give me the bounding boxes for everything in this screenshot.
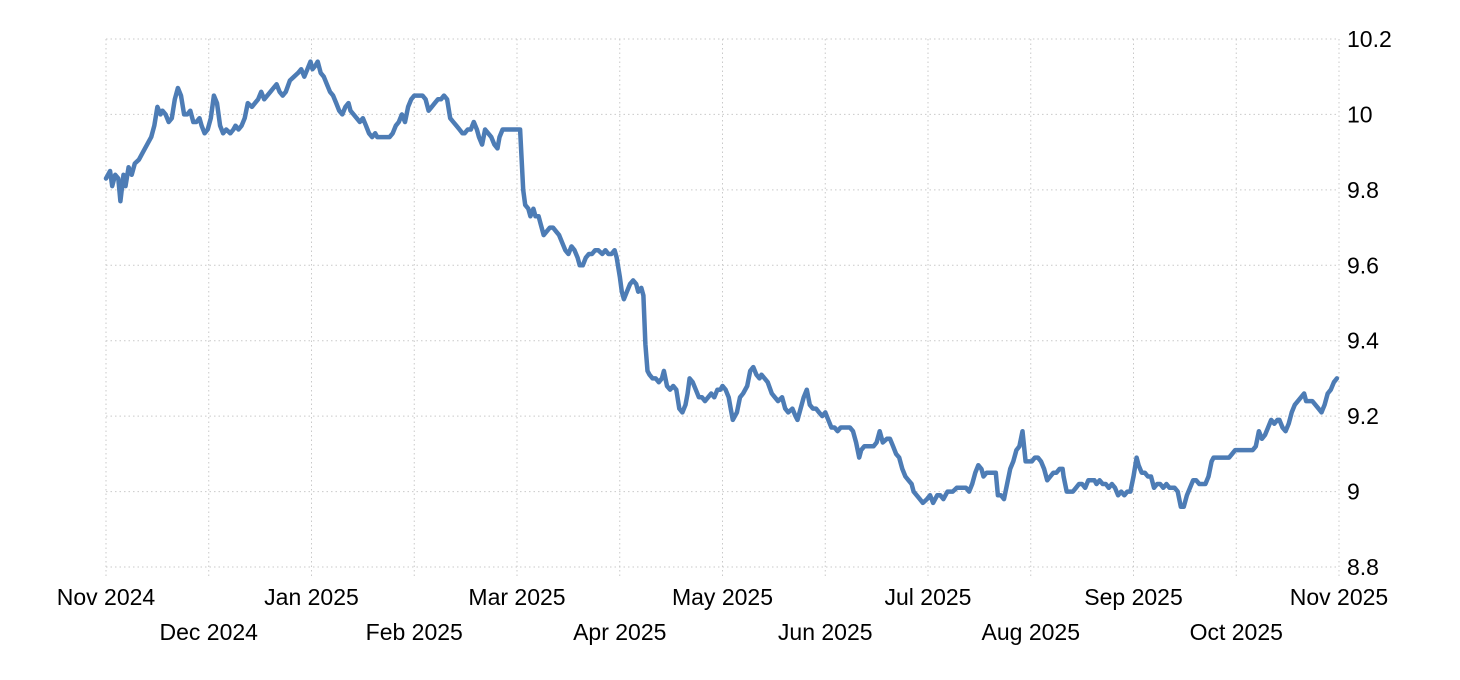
x-tick-label: Nov 2024 <box>57 584 156 610</box>
y-tick-label: 9.2 <box>1347 403 1379 429</box>
x-tick-label: Feb 2025 <box>366 619 463 645</box>
y-tick-label: 10 <box>1347 101 1373 127</box>
x-tick-label: Mar 2025 <box>468 584 565 610</box>
x-tick-label: Apr 2025 <box>573 619 666 645</box>
y-tick-label: 9.8 <box>1347 177 1379 203</box>
x-tick-label: Jul 2025 <box>885 584 972 610</box>
y-tick-label: 10.2 <box>1347 26 1392 52</box>
y-axis-tick-labels: 10.2 10 9.8 9.6 9.4 9.2 9 8.8 <box>1347 26 1392 580</box>
x-tick-label: Dec 2024 <box>160 619 259 645</box>
x-tick-label: Aug 2025 <box>982 619 1080 645</box>
x-tick-label: Oct 2025 <box>1190 619 1283 645</box>
x-tick-label: Jan 2025 <box>264 584 359 610</box>
price-line-series <box>103 59 1340 509</box>
y-tick-label: 9 <box>1347 479 1360 505</box>
x-tick-label: Sep 2025 <box>1084 584 1182 610</box>
x-tick-label: Nov 2025 <box>1290 584 1388 610</box>
x-tick-label: May 2025 <box>672 584 773 610</box>
y-tick-label: 9.4 <box>1347 328 1379 354</box>
x-tick-label: Jun 2025 <box>778 619 873 645</box>
y-tick-label: 9.6 <box>1347 252 1379 278</box>
y-tick-label: 8.8 <box>1347 554 1379 580</box>
